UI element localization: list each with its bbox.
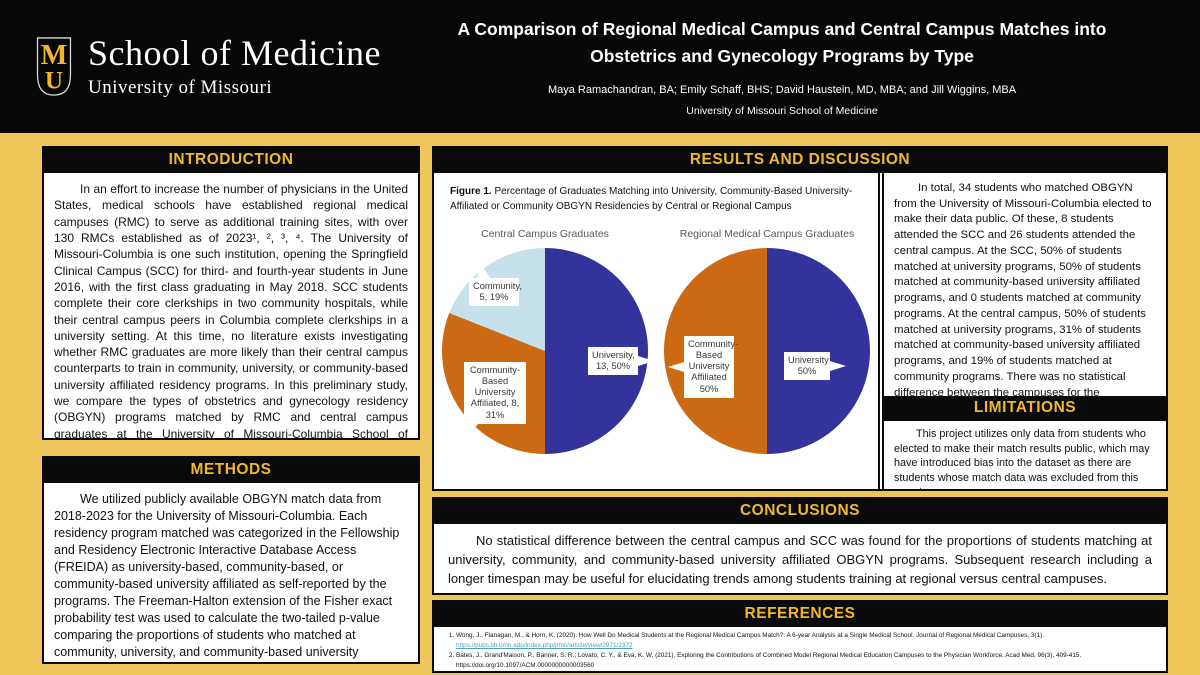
authors-line: Maya Ramachandran, BA; Emily Schaff, BHS… [547, 83, 1017, 96]
conclusions-text: No statistical difference between the ce… [448, 533, 1152, 587]
school-of-medicine-text: School of Medicine [88, 32, 381, 73]
reference-item: Bates, J., Grand'Maison, P., Banner, S. … [456, 651, 1156, 671]
references-section: REFERENCES Wong, J., Flanagan, M., & Hor… [432, 600, 1168, 673]
title-block: A Comparison of Regional Medical Campus … [410, 16, 1200, 117]
reference-text: Bates, J., Grand'Maison, P., Banner, S. … [456, 651, 1082, 669]
conclusions-heading: CONCLUSIONS [434, 499, 1166, 524]
university-of-missouri-text: University of Missouri [88, 77, 273, 99]
central-pie-title: Central Campus Graduates [481, 228, 609, 240]
central-pie-wrap: Community, 5, 19% Community-Based Univer… [442, 248, 654, 454]
logo-letter-m: M [41, 40, 68, 71]
results-text-column: In total, 34 students who matched OBGYN … [882, 173, 1166, 489]
figure-caption-text: Percentage of Graduates Matching into Un… [450, 186, 853, 212]
results-heading: RESULTS AND DISCUSSION [434, 148, 1166, 173]
reference-link[interactable]: https://pubs.lib.umn.edu/index.php/jrmc/… [456, 641, 633, 649]
regional-campus-pie-block: Regional Medical Campus Graduates Commun… [661, 220, 873, 454]
mu-shield-icon: M U [36, 37, 72, 96]
poster-body: INTRODUCTION In an effort to increase th… [0, 133, 1200, 673]
callout-central-community-based: Community-Based University Affiliated, 8… [464, 362, 526, 439]
methods-heading: METHODS [44, 458, 418, 483]
regional-pie-title: Regional Medical Campus Graduates [679, 228, 855, 240]
introduction-heading: INTRODUCTION [44, 148, 418, 173]
callout-central-university: University, 13, 50% [588, 347, 654, 376]
methods-section: METHODS We utilized publicly available O… [42, 456, 420, 664]
regional-pie-wrap: Community-Based University Affiliated 50… [664, 248, 870, 454]
poster-title: A Comparison of Regional Medical Campus … [457, 19, 1107, 66]
reference-item: Wong, J., Flanagan, M., & Horn, K. (2020… [456, 631, 1156, 651]
figure-1-box: Figure 1. Percentage of Graduates Matchi… [434, 173, 880, 489]
results-body: Figure 1. Percentage of Graduates Matchi… [434, 173, 1166, 489]
callout-regional-university: University 50% [784, 352, 846, 381]
callout-central-community: Community, 5, 19% [469, 263, 522, 307]
results-discussion-text: In total, 34 students who matched OBGYN … [894, 182, 1152, 396]
references-heading: REFERENCES [434, 602, 1166, 627]
results-section: RESULTS AND DISCUSSION Figure 1. Percent… [432, 146, 1168, 491]
limitations-text: This project utilizes only data from stu… [894, 428, 1150, 489]
central-campus-pie-block: Central Campus Graduates Community, 5, 1… [439, 220, 654, 454]
mu-logo: M U School of Medicine University of Mis… [0, 32, 410, 100]
header-banner: M U School of Medicine University of Mis… [0, 0, 1200, 133]
pie-charts-row: Central Campus Graduates Community, 5, 1… [434, 220, 878, 454]
right-column: RESULTS AND DISCUSSION Figure 1. Percent… [432, 146, 1168, 673]
conclusions-section: CONCLUSIONS No statistical difference be… [432, 497, 1168, 595]
reference-text: Wong, J., Flanagan, M., & Horn, K. (2020… [456, 632, 1044, 639]
methods-text: We utilized publicly available OBGYN mat… [54, 492, 400, 659]
introduction-section: INTRODUCTION In an effort to increase th… [42, 146, 420, 440]
logo-wordmark: School of Medicine University of Missour… [88, 32, 381, 100]
left-column: INTRODUCTION In an effort to increase th… [42, 146, 420, 673]
callout-regional-community-based: Community-Based University Affiliated 50… [668, 336, 738, 398]
references-list: Wong, J., Flanagan, M., & Horn, K. (2020… [434, 627, 1166, 671]
limitations-heading: LIMITATIONS [884, 396, 1166, 421]
figure-caption-label: Figure 1. [450, 186, 492, 197]
figure-caption: Figure 1. Percentage of Graduates Matchi… [434, 173, 878, 214]
introduction-text: In an effort to increase the number of p… [54, 182, 408, 438]
affiliation-line: University of Missouri School of Medicin… [686, 104, 878, 117]
logo-letter-u: U [45, 67, 63, 94]
